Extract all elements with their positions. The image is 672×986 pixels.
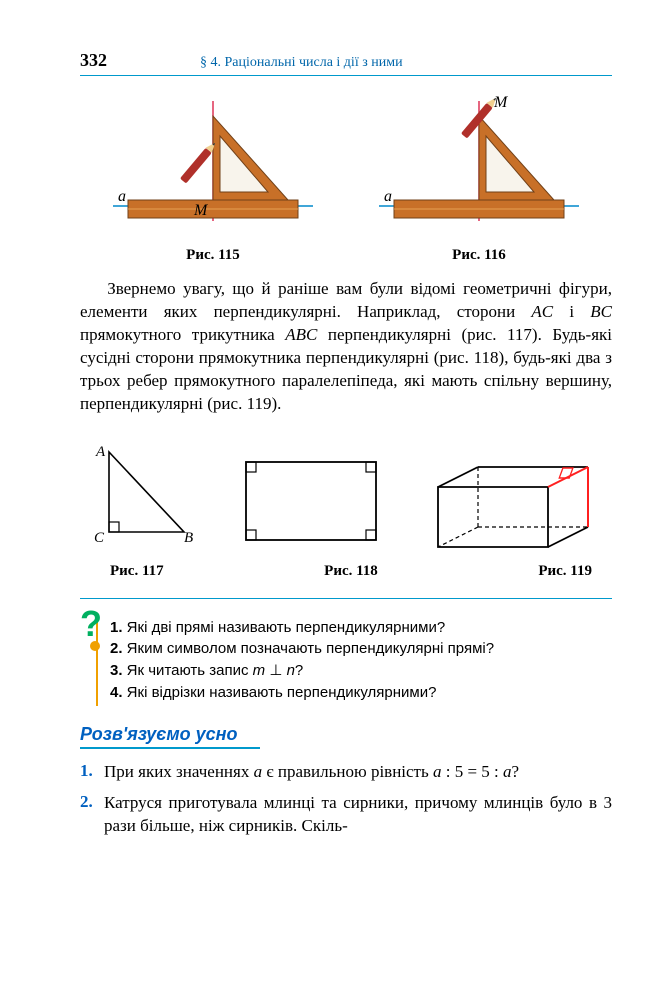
ex1-text: При яких значеннях a є правильною рівніс…: [104, 761, 612, 784]
main-paragraph: Звернемо увагу, що й раніше вам були від…: [80, 278, 612, 416]
q1: 1. Які дві прямі називають перпендикуляр…: [110, 617, 602, 639]
caption-116: Рис. 116: [452, 247, 506, 264]
exercise-1: 1. При яких значеннях a є правильною рів…: [80, 761, 612, 784]
label-m-116: M: [494, 94, 507, 112]
label-a-115: a: [118, 188, 126, 206]
question-box: ? 1. Які дві прямі називають перпендикул…: [80, 613, 612, 708]
page-header: 332 § 4. Раціональні числа і дії з ними: [80, 50, 612, 71]
figures-row-1: a M a M: [80, 96, 612, 241]
figure-117: A C B: [84, 442, 204, 557]
divider: [80, 598, 612, 599]
question-dot-icon: [90, 641, 100, 651]
figure-116: a M: [374, 96, 584, 241]
ex1-a1: a: [254, 762, 263, 781]
para-mid1: і: [553, 302, 590, 321]
figure-118: [231, 452, 391, 557]
fig-caption-row-2: Рис. 117 Рис. 118 Рис. 119: [80, 563, 612, 580]
page-number: 332: [80, 50, 200, 71]
q3-m: m: [253, 662, 266, 679]
para-bc: BC: [590, 302, 612, 321]
para-abc: ABC: [285, 325, 317, 344]
figure-118-svg: [231, 452, 391, 552]
label-B: B: [184, 530, 193, 546]
solve-heading: Розв'язуємо усно: [80, 724, 612, 745]
q3-t2: ?: [295, 662, 303, 679]
label-m-115: M: [194, 202, 207, 220]
q4-text: Які відрізки називають перпендикулярними…: [123, 684, 437, 701]
q1-num: 1.: [110, 619, 123, 636]
ex2-text: Катруся приготувала млинці та сирники, п…: [104, 792, 612, 838]
exercise-2: 2. Катруся приготувала млинці та сирники…: [80, 792, 612, 838]
ex1-t1: При яких значеннях: [104, 762, 254, 781]
header-rule: [80, 75, 612, 76]
ex1-t3: : 5 = 5 :: [442, 762, 504, 781]
label-A: A: [95, 444, 106, 460]
caption-118: Рис. 118: [324, 563, 378, 580]
figure-119: [418, 432, 608, 557]
q2-text: Яким символом позначають перпендикулярні…: [123, 640, 495, 657]
caption-117: Рис. 117: [110, 563, 164, 580]
figures-row-2: A C B: [80, 432, 612, 557]
q3-t1: Як читають запис: [123, 662, 253, 679]
solve-underline: [80, 747, 260, 749]
label-C: C: [94, 530, 105, 546]
q3-num: 3.: [110, 662, 123, 679]
ex1-t4: ?: [512, 762, 520, 781]
section-title: § 4. Раціональні числа і дії з ними: [200, 55, 403, 71]
figure-115: a M: [108, 96, 318, 241]
ex1-a3: a: [503, 762, 512, 781]
q3-n: n: [287, 662, 295, 679]
q2: 2. Яким символом позначають перпендикуля…: [110, 638, 602, 660]
figure-116-svg: [374, 96, 584, 236]
ex1-num: 1.: [80, 761, 104, 784]
q3-perp: ⊥: [265, 662, 286, 679]
q3: 3. Як читають запис m ⊥ n?: [110, 660, 602, 682]
ex1-a2: a: [433, 762, 442, 781]
q4: 4. Які відрізки називають перпендикулярн…: [110, 682, 602, 704]
figure-117-svg: A C B: [84, 442, 204, 552]
ex1-t2: є правильною рівність: [262, 762, 433, 781]
para-mid2: прямокутного трикут­ни­ка: [80, 325, 285, 344]
caption-115: Рис. 115: [186, 247, 240, 264]
ex2-num: 2.: [80, 792, 104, 838]
q2-num: 2.: [110, 640, 123, 657]
caption-119: Рис. 119: [538, 563, 592, 580]
question-mark-icon: ?: [80, 603, 102, 645]
label-a-116: a: [384, 188, 392, 206]
figure-115-svg: [108, 96, 318, 236]
figure-119-svg: [418, 432, 608, 552]
para-ac: AC: [531, 302, 553, 321]
fig-caption-row-1: Рис. 115 Рис. 116: [80, 247, 612, 264]
q4-num: 4.: [110, 684, 123, 701]
q1-text: Які дві прямі називають перпендикулярним…: [123, 619, 446, 636]
